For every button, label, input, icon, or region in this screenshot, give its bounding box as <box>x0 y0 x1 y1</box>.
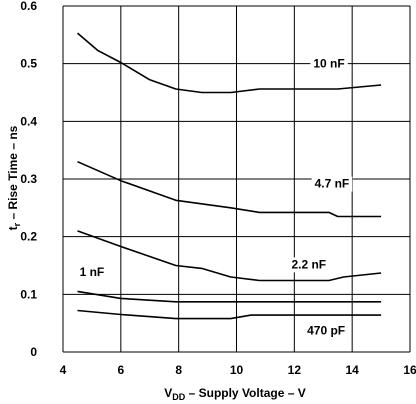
series-line <box>77 309 382 320</box>
x-tick-label: 12 <box>288 363 302 377</box>
series-line <box>77 290 382 303</box>
series-label-bg <box>76 264 108 280</box>
x-axis-title-sub: DD <box>172 392 185 402</box>
series-label: 2.2 nF <box>291 257 326 271</box>
series-line <box>76 32 382 94</box>
y-axis-title-sub: r <box>12 222 22 226</box>
series-label: 470 pF <box>307 324 345 338</box>
x-tick-label: 16 <box>403 363 416 377</box>
y-axis-title-suffix: – Rise Time – ns <box>6 125 20 222</box>
y-tick-label: 0.3 <box>20 172 37 186</box>
y-axis-title-prefix: t <box>6 226 20 230</box>
y-tick-label: 0.2 <box>20 230 37 244</box>
series-label: 4.7 nF <box>315 177 350 191</box>
series-labels: 10 nF 4.7 nF 2.2 nF 1 nF 470 pF <box>76 56 353 339</box>
x-tick-label: 6 <box>117 363 124 377</box>
y-tick-label: 0.6 <box>20 0 37 13</box>
series-label-bg <box>304 323 349 339</box>
x-axis-title: VDD – Supply Voltage – V <box>164 386 306 402</box>
series-label: 1 nF <box>80 265 105 279</box>
series-label-bg <box>288 257 330 273</box>
x-axis-title-suffix: – Supply Voltage – V <box>185 386 305 400</box>
series-label-bg <box>311 176 353 192</box>
x-axis-title-prefix: V <box>164 386 172 400</box>
x-tick-label: 8 <box>175 363 182 377</box>
y-tick-label: 0 <box>30 345 37 359</box>
y-tick-label: 0.1 <box>20 287 37 301</box>
y-tick-label: 0.4 <box>20 114 37 128</box>
series-line <box>77 230 382 282</box>
x-tick-label: 10 <box>230 363 244 377</box>
series-lines <box>76 32 382 320</box>
x-tick-label: 4 <box>60 363 67 377</box>
series-label-bg <box>310 56 348 72</box>
y-tick-label: 0.5 <box>20 57 37 71</box>
series-line <box>77 160 382 218</box>
tick-labels: 4 6 8 10 12 14 16 0 0.1 0.2 0.3 0.4 0.5 0.6 <box>20 0 416 377</box>
x-tick-label: 14 <box>345 363 359 377</box>
series-label: 10 nF <box>313 57 344 71</box>
y-axis-title: tr – Rise Time – ns <box>6 125 22 230</box>
